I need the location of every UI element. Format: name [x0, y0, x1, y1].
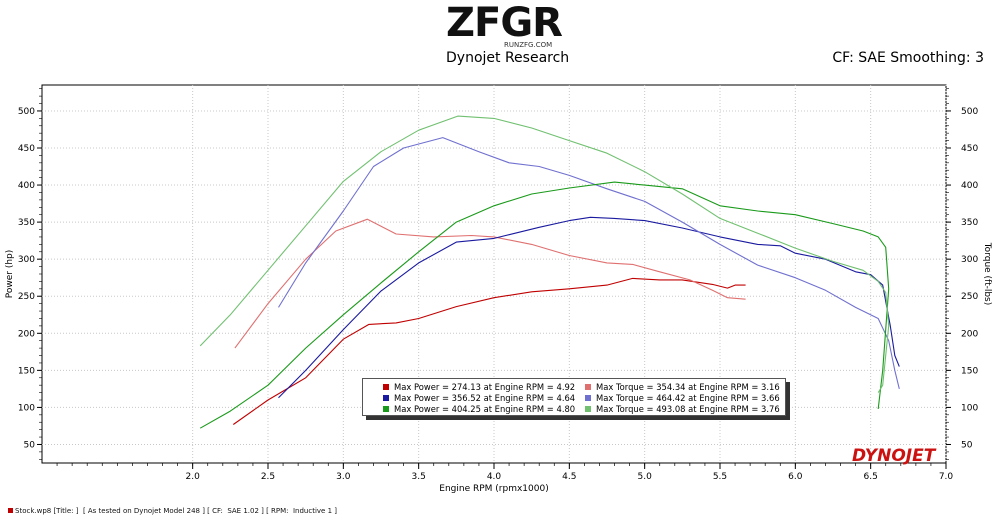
y-tick-label: 500 [18, 107, 35, 117]
dyno-chart: 2.0 2.5 3.0 3.5 4.0 4.5 5.0 5.5 6.0 6.5 7.0 50 50 100… [5, 84, 992, 494]
y-tick-label: 350 [18, 218, 35, 228]
y-tick-label: 50 [24, 440, 36, 450]
y-tick-label: 150 [18, 366, 35, 376]
y-tick-label: 250 [18, 292, 35, 302]
x-tick-label: 6.0 [788, 472, 803, 482]
legend-label: Max Power = 356.52 at Engine RPM = 4.64 [394, 392, 576, 403]
x-tick-label: 2.5 [261, 472, 275, 482]
legend-label: Max Power = 274.13 at Engine RPM = 4.92 [394, 381, 576, 392]
legend-item: Max Power = 274.13 at Engine RPM = 4.92 [383, 381, 575, 392]
y2-tick-label: 450 [961, 144, 978, 154]
legend-item: Max Torque = 493.08 at Engine RPM = 3.76 [585, 403, 780, 414]
legend-label: Max Torque = 493.08 at Engine RPM = 3.76 [596, 403, 780, 414]
legend-label: Max Torque = 354.34 at Engine RPM = 3.16 [596, 381, 780, 392]
y2-axis-label: Torque (ft-lbs) [982, 242, 992, 306]
legend-item: Max Torque = 354.34 at Engine RPM = 3.16 [585, 381, 780, 392]
y2-tick-label: 200 [961, 329, 978, 339]
y2-tick-label: 300 [961, 255, 978, 265]
correction-info: CF: SAE Smoothing: 3 [832, 50, 984, 66]
y-tick-label: 300 [18, 255, 35, 265]
x-tick-label: 2.0 [186, 472, 201, 482]
x-axis-label: Engine RPM (rpmx1000) [439, 484, 548, 494]
legend-swatch [383, 394, 389, 401]
x-tick-label: 4.0 [487, 472, 502, 482]
y-tick-label: 450 [18, 144, 35, 154]
legend-swatch [585, 383, 591, 390]
legend-swatch [383, 405, 389, 412]
legend-swatch [585, 405, 591, 412]
x-tick-label: 5.5 [713, 472, 727, 482]
y-axis-label: Power (hp) [5, 250, 15, 299]
x-tick-label: 3.5 [412, 472, 426, 482]
series-line-torque [234, 218, 746, 349]
y2-tick-label: 100 [961, 403, 978, 413]
legend-item: Max Power = 356.52 at Engine RPM = 4.64 [383, 392, 575, 403]
series-line-power [278, 216, 900, 399]
y2-tick-label: 500 [961, 107, 978, 117]
logo-url: RUNZFG.COM [504, 41, 553, 49]
series-line-torque [199, 115, 890, 393]
legend-label: Max Power = 404.25 at Engine RPM = 4.80 [394, 403, 576, 414]
y-tick-label: 400 [18, 181, 35, 191]
brand-logo: ZFGR RUNZFG.COM [446, 0, 563, 50]
run-color-marker [8, 508, 13, 513]
y2-tick-label: 350 [961, 218, 978, 228]
legend-item: Max Torque = 464.42 at Engine RPM = 3.66 [585, 392, 780, 403]
chart-legend: Max Power = 274.13 at Engine RPM = 4.92 … [362, 378, 786, 416]
x-tick-label: 6.5 [864, 472, 878, 482]
legend-label: Max Torque = 464.42 at Engine RPM = 3.66 [596, 392, 780, 403]
series-line-power [199, 181, 890, 429]
x-tick-label: 3.0 [336, 472, 351, 482]
series-line-power [232, 277, 746, 425]
y2-tick-label: 250 [961, 292, 978, 302]
chart-title: Dynojet Research [446, 50, 570, 66]
dynojet-watermark: DYNOJET [852, 446, 937, 466]
legend-swatch [383, 383, 389, 390]
y2-tick-label: 400 [961, 181, 978, 191]
y2-tick-label: 150 [961, 366, 978, 376]
x-tick-label: 7.0 [939, 472, 954, 482]
y-tick-label: 200 [18, 329, 35, 339]
x-tick-label: 5.0 [638, 472, 653, 482]
x-tick-label: 4.5 [562, 472, 576, 482]
y-tick-label: 100 [18, 403, 35, 413]
run-info-text: Stock.wp8 [Title: ] [ As tested on Dynoj… [15, 507, 337, 515]
y2-tick-label: 50 [961, 440, 973, 450]
legend-swatch [585, 394, 591, 401]
logo-text: ZFGR [446, 0, 563, 46]
run-info-footer: Stock.wp8 [Title: ] [ As tested on Dynoj… [8, 507, 337, 515]
series-line-torque [278, 137, 900, 390]
legend-item: Max Power = 404.25 at Engine RPM = 4.80 [383, 403, 575, 414]
